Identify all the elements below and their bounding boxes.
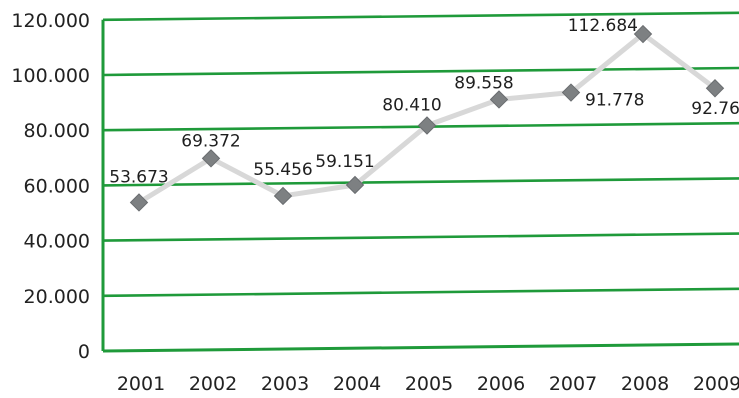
y-tick-label: 60.000 — [24, 175, 90, 197]
y-tick-label: 120.000 — [11, 10, 90, 32]
x-tick-label: 2007 — [549, 373, 597, 395]
x-tick-label: 2005 — [405, 373, 453, 395]
data-label: 59.151 — [315, 152, 374, 172]
data-label: 112.684 — [568, 16, 638, 36]
x-tick-label: 2009 — [693, 373, 739, 395]
data-point-marker — [129, 193, 149, 212]
x-tick-label: 2001 — [117, 373, 165, 395]
data-label: 92.764 — [691, 99, 739, 119]
gridlines — [102, 11, 739, 353]
y-tick-label: 100.000 — [11, 65, 90, 87]
data-label: 55.456 — [253, 160, 312, 180]
x-tick-label: 2008 — [621, 373, 669, 395]
data-point-marker — [345, 175, 365, 195]
data-label: 91.778 — [585, 91, 644, 111]
data-label: 80.410 — [382, 96, 441, 116]
data-point-marker — [633, 24, 653, 44]
gridline — [102, 11, 739, 22]
x-tick-label: 2002 — [189, 373, 237, 395]
data-point-marker — [273, 186, 293, 206]
gridline — [102, 66, 739, 77]
data-label: 89.558 — [454, 73, 513, 93]
gridline — [102, 232, 739, 242]
gridline — [102, 287, 739, 298]
data-point-marker — [417, 116, 437, 135]
data-label: 53.673 — [109, 167, 168, 187]
data-point-marker — [489, 90, 509, 109]
data-point-marker — [201, 149, 221, 168]
data-labels: 53.673 69.372 55.456 59.151 80.410 89.558 91.7… — [109, 16, 739, 187]
y-tick-label: 40.000 — [24, 231, 90, 253]
x-axis-tick-labels: 2001 2002 2003 2004 2005 2006 2007 2008 2009 — [117, 373, 739, 395]
x-tick-label: 2003 — [261, 373, 309, 395]
data-point-marker — [705, 79, 725, 98]
x-tick-label: 2004 — [333, 373, 381, 395]
series-markers — [129, 24, 725, 212]
y-tick-label: 0 — [78, 341, 90, 363]
y-axis-tick-labels: 0 20.000 40.000 60.000 80.000 100.000 120.000 — [11, 10, 90, 363]
data-point-marker — [561, 83, 581, 102]
data-label: 69.372 — [181, 131, 240, 151]
x-axis-line — [102, 342, 739, 353]
x-tick-label: 2006 — [477, 373, 525, 395]
y-tick-label: 80.000 — [24, 120, 90, 142]
gridline — [102, 177, 739, 187]
y-tick-label: 20.000 — [24, 286, 90, 308]
